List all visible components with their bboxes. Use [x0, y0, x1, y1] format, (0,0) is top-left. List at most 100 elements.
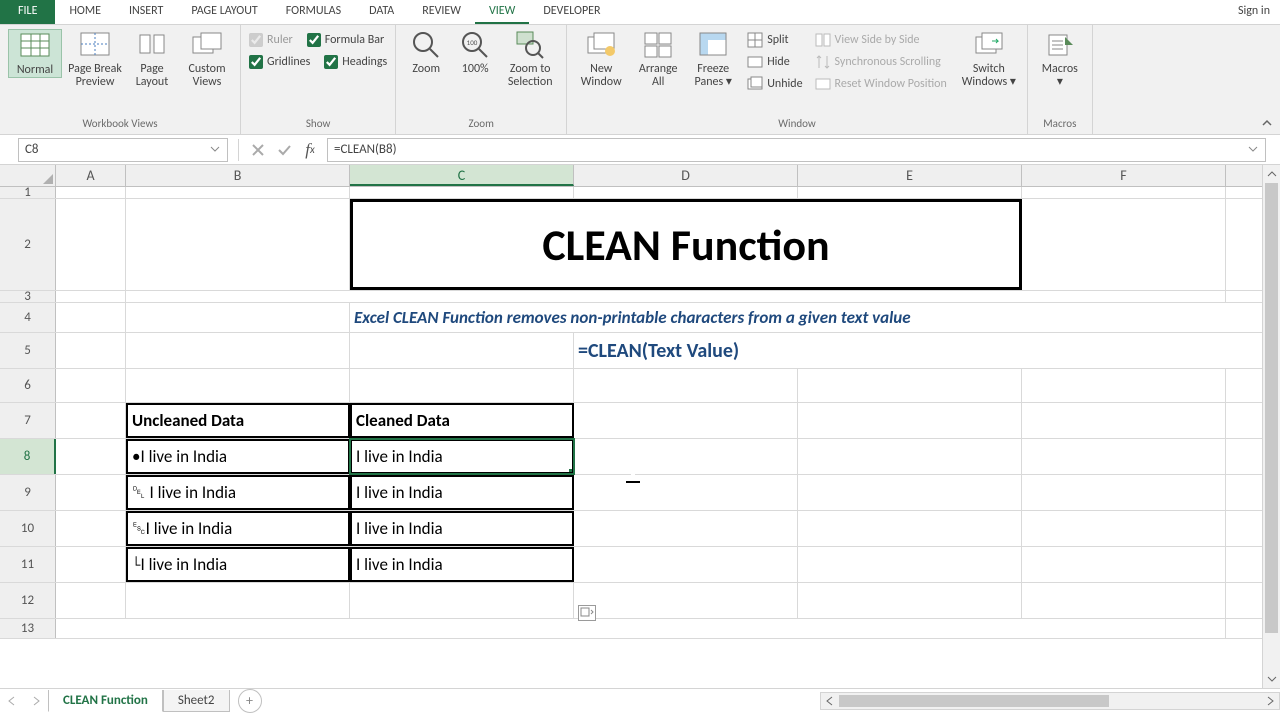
cell-b10[interactable]: ␛I live in India — [126, 511, 350, 546]
select-all-corner[interactable] — [0, 165, 56, 186]
row-header-9[interactable]: 9 — [0, 475, 56, 510]
ruler-check-input[interactable] — [249, 33, 263, 47]
tab-insert[interactable]: INSERT — [115, 0, 177, 24]
cell-f2[interactable] — [1022, 199, 1226, 290]
sheet-tab-clean-function[interactable]: CLEAN Function — [48, 690, 163, 712]
cell-rest-3[interactable] — [126, 291, 1226, 302]
syntax-cell[interactable]: =CLEAN(Text Value) — [574, 333, 1226, 368]
cell-a8[interactable] — [56, 439, 126, 474]
cell-d11[interactable] — [574, 547, 798, 582]
switch-windows-button[interactable]: Switch Windows ▾ — [959, 29, 1019, 89]
col-header-c[interactable]: C — [350, 165, 574, 186]
accept-formula-button[interactable] — [271, 139, 297, 161]
cell-e11[interactable] — [798, 547, 1022, 582]
cell-f7[interactable] — [1022, 403, 1226, 438]
row-header-1[interactable]: 1 — [0, 187, 56, 198]
freeze-panes-button[interactable]: Freeze Panes ▾ — [689, 29, 737, 89]
cell-e7[interactable] — [798, 403, 1022, 438]
title-cell[interactable]: CLEAN Function — [350, 199, 1022, 290]
cell-f9[interactable] — [1022, 475, 1226, 510]
autofill-options-button[interactable] — [578, 605, 596, 621]
split-button[interactable]: Split — [747, 29, 802, 51]
macros-button[interactable]: Macros ▾ — [1036, 29, 1084, 89]
tab-developer[interactable]: DEVELOPER — [529, 0, 614, 24]
sheet-nav-next[interactable] — [24, 689, 48, 713]
sheet-tab-sheet2[interactable]: Sheet2 — [163, 690, 230, 712]
vscroll-track[interactable] — [1263, 183, 1280, 670]
sheet-nav-prev[interactable] — [0, 689, 24, 713]
cell-a2[interactable] — [56, 199, 126, 290]
hide-button[interactable]: Hide — [747, 51, 802, 73]
horizontal-scrollbar[interactable] — [820, 692, 1280, 710]
name-box[interactable]: C8 — [18, 138, 228, 162]
row-header-10[interactable]: 10 — [0, 511, 56, 546]
tab-data[interactable]: DATA — [355, 0, 408, 24]
cell-a11[interactable] — [56, 547, 126, 582]
cell-a12[interactable] — [56, 583, 126, 618]
add-sheet-button[interactable]: + — [238, 689, 262, 713]
cell-c6[interactable] — [350, 369, 574, 402]
col-header-f[interactable]: F — [1022, 165, 1226, 186]
page-break-preview-button[interactable]: Page Break Preview — [68, 29, 122, 89]
cell-c12[interactable] — [350, 583, 574, 618]
cell-a9[interactable] — [56, 475, 126, 510]
cell-e9[interactable] — [798, 475, 1022, 510]
gridlines-checkbox[interactable]: Gridlines — [249, 51, 310, 73]
tab-home[interactable]: HOME — [55, 0, 115, 24]
row-header-8[interactable]: 8 — [0, 439, 56, 474]
cell-b11[interactable]: └I live in India — [126, 547, 350, 582]
cell-d10[interactable] — [574, 511, 798, 546]
row-header-6[interactable]: 6 — [0, 369, 56, 402]
cancel-formula-button[interactable] — [245, 139, 271, 161]
cell-b4[interactable] — [126, 303, 350, 332]
tab-formulas[interactable]: FORMULAS — [272, 0, 355, 24]
cell-b1[interactable] — [126, 187, 350, 198]
col-header-a[interactable]: A — [56, 165, 126, 186]
row-header-2[interactable]: 2 — [0, 199, 56, 290]
row-header-3[interactable]: 3 — [0, 291, 56, 302]
row-header-13[interactable]: 13 — [0, 619, 56, 638]
cell-e8[interactable] — [798, 439, 1022, 474]
cell-c11[interactable]: I live in India — [350, 547, 574, 582]
zoom-button[interactable]: Zoom — [404, 29, 448, 76]
cell-a7[interactable] — [56, 403, 126, 438]
headings-checkbox[interactable]: Headings — [324, 51, 387, 73]
cell-b5[interactable] — [126, 333, 350, 368]
normal-view-button[interactable]: Normal — [8, 29, 62, 78]
arrange-all-button[interactable]: Arrange All — [633, 29, 683, 89]
expand-formula-bar-icon[interactable] — [1247, 143, 1261, 157]
cell-f6[interactable] — [1022, 369, 1226, 402]
cell-b6[interactable] — [126, 369, 350, 402]
row-header-7[interactable]: 7 — [0, 403, 56, 438]
cell-c5[interactable] — [350, 333, 574, 368]
cell-a4[interactable] — [56, 303, 126, 332]
view-side-by-side-button[interactable]: View Side by Side — [815, 29, 947, 51]
formula-bar-checkbox[interactable]: Formula Bar — [307, 29, 384, 51]
cell-c8[interactable]: I live in India — [350, 439, 574, 474]
cell-f8[interactable] — [1022, 439, 1226, 474]
sign-in-link[interactable]: Sign in — [1238, 0, 1270, 24]
new-window-button[interactable]: New Window — [575, 29, 627, 89]
col-header-e[interactable]: E — [798, 165, 1022, 186]
cell-d9[interactable] — [574, 475, 798, 510]
row-header-11[interactable]: 11 — [0, 547, 56, 582]
cell-e6[interactable] — [798, 369, 1022, 402]
insert-function-button[interactable]: fx — [297, 139, 323, 161]
row-header-5[interactable]: 5 — [0, 333, 56, 368]
cell-e1[interactable] — [798, 187, 1022, 198]
unhide-button[interactable]: Unhide — [747, 73, 802, 95]
hscroll-track[interactable] — [839, 693, 1261, 709]
cell-c1[interactable] — [350, 187, 574, 198]
cell-a5[interactable] — [56, 333, 126, 368]
tab-view[interactable]: VIEW — [475, 0, 529, 24]
cell-e10[interactable] — [798, 511, 1022, 546]
cell-b12[interactable] — [126, 583, 350, 618]
cell-d7[interactable] — [574, 403, 798, 438]
row-header-12[interactable]: 12 — [0, 583, 56, 618]
cell-a6[interactable] — [56, 369, 126, 402]
tab-page-layout[interactable]: PAGE LAYOUT — [177, 0, 271, 24]
row-header-4[interactable]: 4 — [0, 303, 56, 332]
zoom-to-selection-button[interactable]: Zoom to Selection — [502, 29, 558, 89]
vertical-scrollbar[interactable] — [1262, 165, 1280, 688]
cell-b8[interactable]: •I live in India — [126, 439, 350, 474]
